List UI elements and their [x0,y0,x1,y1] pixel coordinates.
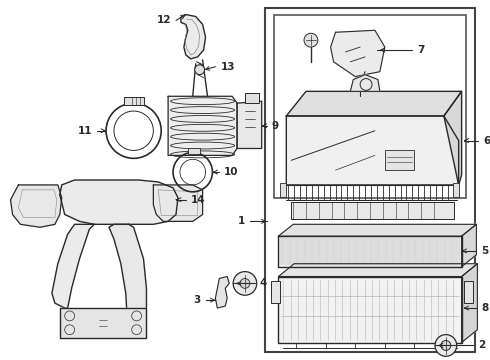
Text: 10: 10 [224,167,239,177]
Text: 12: 12 [157,15,171,26]
Bar [270,282,280,303]
Polygon shape [350,75,380,91]
Text: 3: 3 [194,295,200,305]
Bar [385,150,415,170]
Text: 8: 8 [481,303,489,313]
Circle shape [441,341,451,350]
Text: 4: 4 [260,278,267,288]
Polygon shape [444,91,462,185]
Text: 14: 14 [191,195,205,205]
Bar [280,183,286,197]
Polygon shape [286,91,462,116]
Text: 1: 1 [238,216,245,226]
Polygon shape [286,116,459,185]
Polygon shape [462,264,477,342]
Text: 11: 11 [78,126,92,136]
Circle shape [195,65,204,75]
Polygon shape [52,224,94,308]
Bar [464,282,473,303]
Bar [274,14,466,198]
Text: 5: 5 [481,246,489,256]
Polygon shape [181,14,205,59]
Circle shape [435,335,457,356]
Polygon shape [168,96,237,156]
Text: 7: 7 [417,45,425,55]
Circle shape [240,279,250,288]
Polygon shape [153,185,202,221]
Polygon shape [237,101,262,148]
Text: 13: 13 [220,62,235,72]
Bar [265,8,475,352]
Polygon shape [11,185,62,227]
Polygon shape [331,30,385,77]
Polygon shape [60,308,147,338]
Polygon shape [278,224,476,236]
Bar [453,183,459,197]
Bar [188,148,199,154]
Circle shape [233,271,257,295]
Circle shape [304,33,318,47]
Polygon shape [216,276,229,308]
Text: 6: 6 [483,136,490,145]
Bar [291,202,454,219]
Polygon shape [462,224,476,267]
Bar [124,97,144,105]
Text: 9: 9 [271,121,279,131]
Polygon shape [109,224,147,313]
Polygon shape [60,180,178,224]
Polygon shape [278,264,477,276]
Polygon shape [278,236,462,267]
Text: 2: 2 [478,341,486,350]
Polygon shape [278,276,462,342]
Bar [245,93,259,103]
